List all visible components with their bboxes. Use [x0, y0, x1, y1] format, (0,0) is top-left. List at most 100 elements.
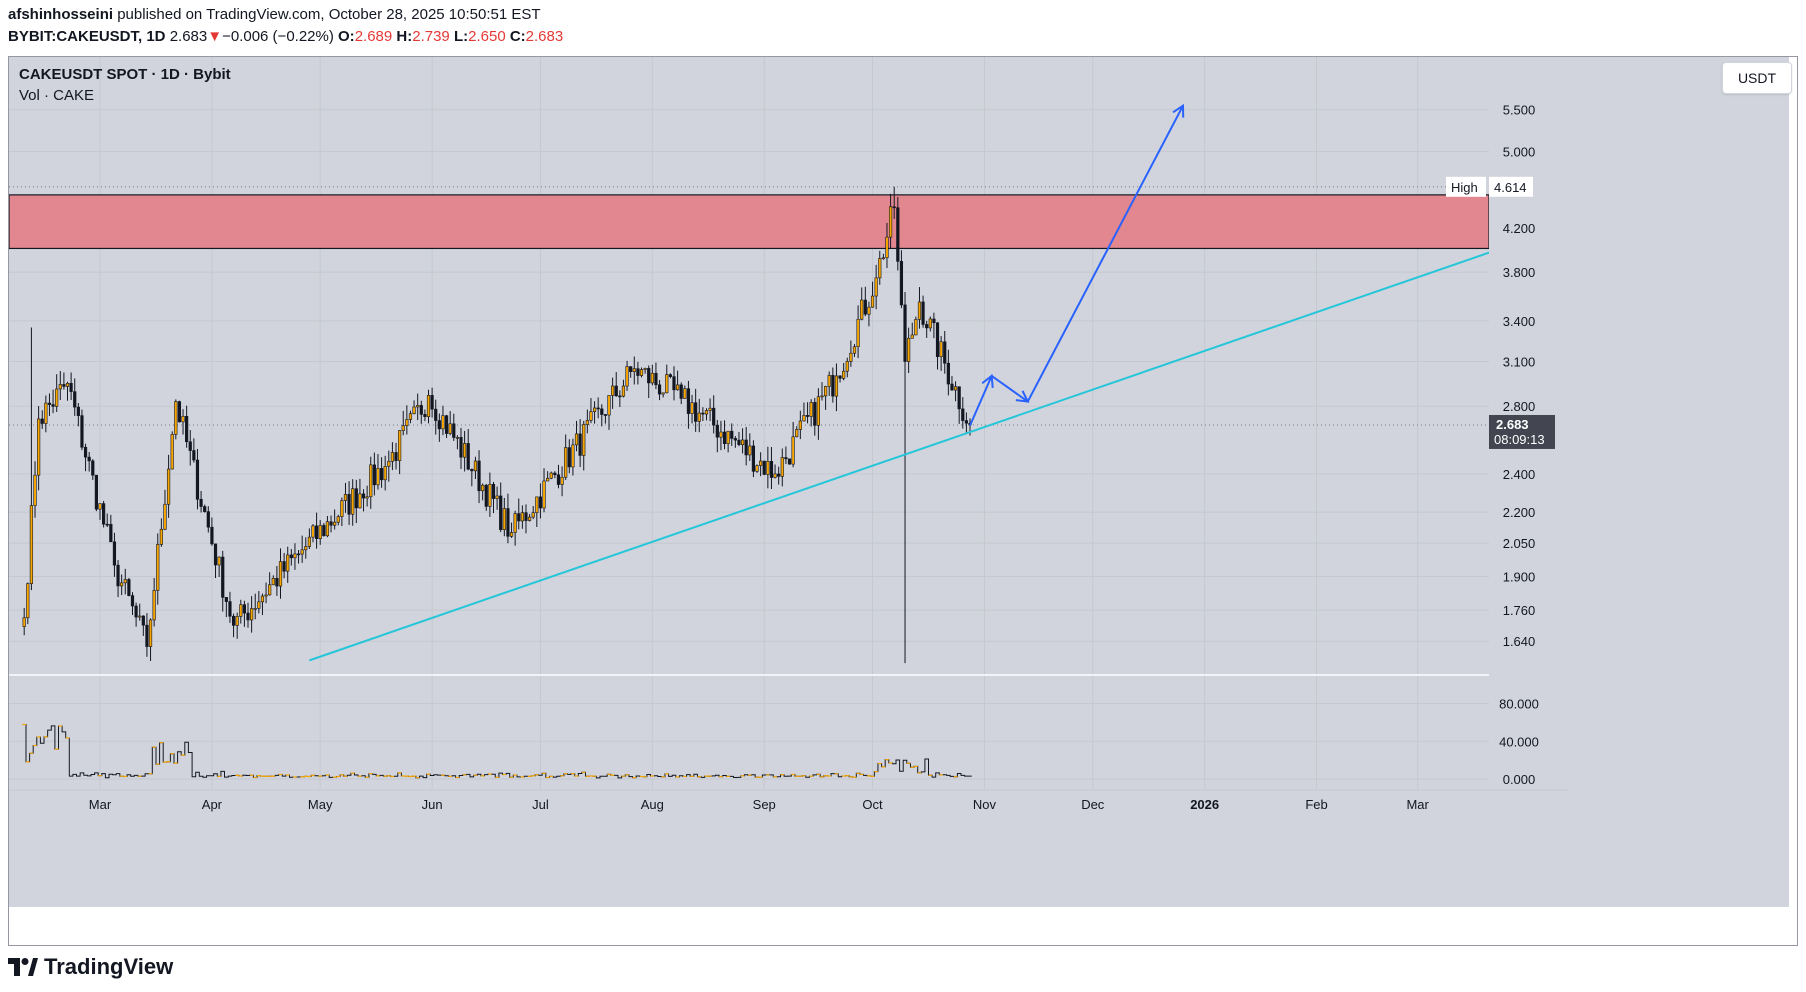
candle-body: [264, 594, 268, 597]
price-tick-label: 3.800: [1503, 265, 1536, 280]
candle-body: [459, 437, 463, 458]
candle-body: [701, 412, 705, 415]
candle-body: [347, 494, 351, 515]
candle-body: [675, 384, 680, 391]
projection-arrowheads: [981, 103, 1185, 403]
candle-body: [719, 431, 723, 438]
arrowhead-3: [1172, 103, 1185, 118]
candle-body: [917, 301, 922, 320]
candle-body: [607, 395, 611, 416]
symbol-label: BYBIT:CAKEUSDT, 1D: [8, 28, 166, 45]
candle-body: [484, 484, 488, 507]
low-value: 2.650: [468, 28, 506, 45]
candle-body: [614, 385, 618, 397]
candle-body: [102, 503, 106, 525]
candle-body: [632, 368, 636, 372]
pane-separator[interactable]: [9, 674, 1489, 676]
candle-body: [98, 503, 102, 510]
candle-body: [206, 511, 210, 528]
candle-body: [553, 472, 557, 476]
candle-body: [105, 523, 109, 526]
candle-body: [29, 505, 34, 584]
price-axis[interactable]: 5.500 5.000 4.200 3.800 3.400 3.100 2.800 2.400…: [1489, 57, 1568, 907]
candle-body: [582, 424, 586, 456]
candle-body: [455, 437, 459, 439]
candle-body: [535, 496, 539, 514]
brand-logo[interactable]: TradingView: [8, 954, 173, 980]
candle-body: [629, 366, 633, 372]
time-tick-label: Nov: [973, 797, 997, 812]
candle-body: [318, 525, 322, 539]
candle-body: [87, 456, 91, 462]
candle-body: [83, 446, 88, 458]
candle-body: [589, 411, 593, 421]
last-price-header: 2.683: [169, 28, 208, 45]
price-tick-label: 2.400: [1503, 467, 1536, 482]
candle-body: [452, 423, 456, 438]
candle-body: [33, 474, 37, 506]
candle-body: [141, 615, 145, 626]
candle-body: [127, 579, 131, 596]
candle-body: [520, 512, 524, 522]
candle-body: [592, 407, 597, 412]
candle-body: [94, 474, 98, 510]
legend-volume[interactable]: Vol · CAKE: [19, 87, 95, 104]
candle-body: [957, 386, 961, 410]
volume-tick-label: 40.000: [1499, 734, 1539, 749]
candle-body: [185, 415, 189, 443]
time-axis[interactable]: Mar Apr May Jun Jul Aug Sep Oct Nov Dec 2026 Feb Mar: [9, 789, 1569, 812]
candle-body: [708, 407, 712, 411]
candle-body: [329, 521, 333, 526]
trendline[interactable]: [309, 246, 1505, 662]
candle-body: [123, 579, 127, 584]
candle-body: [556, 474, 561, 485]
price-tick-label: 5.500: [1503, 103, 1536, 118]
candle-body: [961, 408, 965, 421]
candle-body: [314, 525, 319, 539]
candle-body: [896, 207, 900, 262]
author-name[interactable]: afshinhosseini: [8, 6, 114, 23]
candle-body: [549, 472, 553, 479]
bar-countdown: 08:09:13: [1494, 432, 1545, 447]
currency-button[interactable]: USDT: [1722, 62, 1792, 94]
last-price-label: 2.683 08:09:13: [1489, 414, 1555, 449]
candle-body: [527, 516, 532, 521]
candle-body: [964, 420, 968, 424]
candle-body: [257, 601, 261, 609]
candle-body: [820, 395, 824, 398]
candle-body: [899, 261, 904, 306]
candle-body: [881, 257, 885, 260]
candle-body: [22, 617, 26, 627]
candle-body: [351, 488, 355, 515]
candle-body: [932, 318, 936, 324]
candle-body: [679, 384, 683, 399]
candle-body: [426, 395, 431, 417]
candle-body: [888, 206, 893, 238]
candle-body: [213, 543, 218, 566]
candle-body: [650, 372, 654, 384]
candle-body: [163, 503, 167, 530]
time-tick-label: Apr: [202, 797, 223, 812]
candle-body: [361, 493, 366, 499]
price-tick-label: 1.640: [1503, 634, 1536, 649]
candle-body: [647, 368, 651, 384]
candle-body: [112, 541, 117, 566]
resistance-zone[interactable]: [9, 194, 1490, 250]
candle-body: [152, 590, 156, 621]
candle-body: [683, 388, 687, 399]
candle-body: [773, 473, 777, 478]
candle-body: [488, 483, 492, 507]
candle-body: [228, 601, 232, 617]
time-tick-label: Feb: [1305, 797, 1327, 812]
candle-body: [62, 384, 66, 387]
candle-body: [834, 375, 839, 397]
legend-title[interactable]: CAKEUSDT SPOT · 1D · Bybit: [19, 66, 231, 83]
price-chart[interactable]: 5.500 5.000 4.200 3.800 3.400 3.100 2.800 2.400…: [9, 57, 1797, 945]
candle-body: [408, 413, 413, 420]
price-tick-label: 2.800: [1503, 399, 1536, 414]
candle-body: [585, 420, 589, 425]
candle-body: [730, 430, 734, 439]
candle-body: [398, 430, 402, 461]
candle-body: [755, 465, 759, 472]
projection-path[interactable]: [969, 105, 1184, 426]
